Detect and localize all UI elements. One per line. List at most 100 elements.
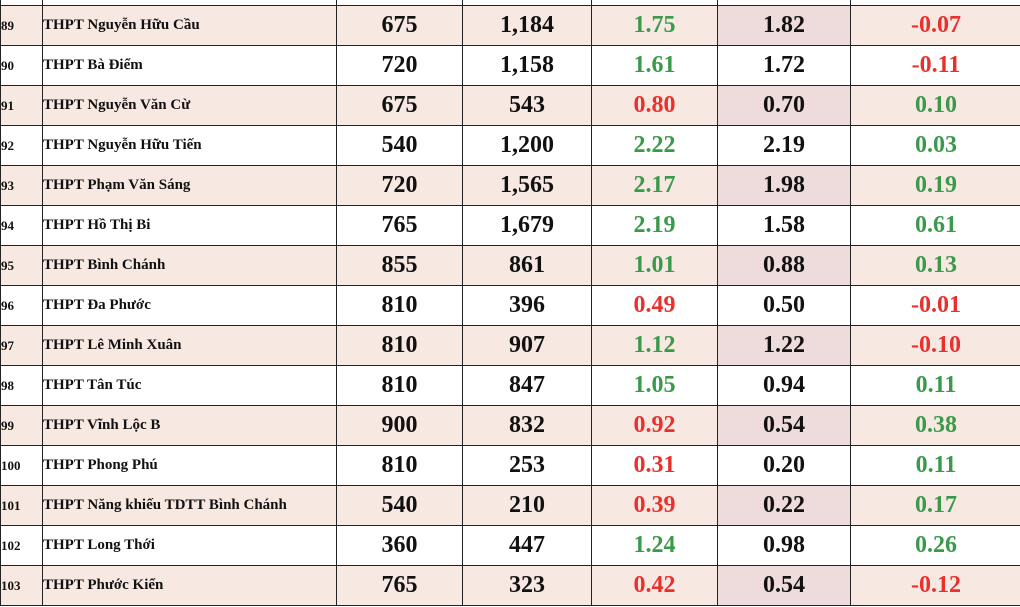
ratio-current-cell: 1.05: [591, 365, 718, 406]
ratio-previous-cell: 0.98: [717, 525, 851, 566]
quota-cell: 855: [336, 245, 463, 286]
row-number-cell: 101: [0, 485, 43, 526]
ratio-previous-cell: 1.98: [717, 165, 851, 206]
ratio-previous-cell: 0.54: [717, 565, 851, 606]
table-row: 90 THPT Bà Điểm 720 1,158 1.61 1.72 -0.11: [0, 45, 1020, 86]
ratio-difference-cell: 0.17: [850, 485, 1020, 526]
table-row: 102 THPT Long Thới 360 447 1.24 0.98 0.26: [0, 525, 1020, 566]
ratio-difference-cell: 0.11: [850, 365, 1020, 406]
ratio-previous-cell: 0.88: [717, 245, 851, 286]
ratio-previous-cell: 0.94: [717, 365, 851, 406]
row-number-cell: 102: [0, 525, 43, 566]
ratio-difference-cell: -0.01: [850, 285, 1020, 326]
ratio-difference-cell: 0.61: [850, 205, 1020, 246]
ratio-difference-cell: 0.03: [850, 125, 1020, 166]
quota-cell: 720: [336, 165, 463, 206]
ratio-current-cell: 1.75: [591, 5, 718, 46]
school-name-cell: THPT Lê Minh Xuân: [42, 325, 337, 366]
registered-cell: 832: [462, 405, 592, 446]
ratio-current-cell: 2.17: [591, 165, 718, 206]
row-number-cell: 100: [0, 445, 43, 486]
ratio-difference-cell: 0.38: [850, 405, 1020, 446]
row-number-cell: 103: [0, 565, 43, 606]
quota-cell: 900: [336, 405, 463, 446]
table-row: 96 THPT Đa Phước 810 396 0.49 0.50 -0.01: [0, 285, 1020, 326]
school-name-cell: THPT Nguyễn Hữu Tiến: [42, 125, 337, 166]
ratio-current-cell: 0.42: [591, 565, 718, 606]
ratio-difference-cell: 0.10: [850, 85, 1020, 126]
ratio-difference-cell: 0.19: [850, 165, 1020, 206]
ratio-previous-cell: 1.72: [717, 45, 851, 86]
school-name-cell: THPT Phong Phú: [42, 445, 337, 486]
ratio-current-cell: 0.80: [591, 85, 718, 126]
school-name-cell: THPT Hồ Thị Bi: [42, 205, 337, 246]
ratio-previous-cell: 0.54: [717, 405, 851, 446]
quota-cell: 810: [336, 285, 463, 326]
table-row: 94 THPT Hồ Thị Bi 765 1,679 2.19 1.58 0.61: [0, 205, 1020, 246]
ratio-current-cell: 1.61: [591, 45, 718, 86]
school-name-cell: THPT Nguyễn Văn Cừ: [42, 85, 337, 126]
table-row: 93 THPT Phạm Văn Sáng 720 1,565 2.17 1.98 0.19: [0, 165, 1020, 206]
quota-cell: 540: [336, 125, 463, 166]
quota-cell: 765: [336, 205, 463, 246]
ratio-previous-cell: 1.22: [717, 325, 851, 366]
ratio-previous-cell: 0.70: [717, 85, 851, 126]
quota-cell: 810: [336, 365, 463, 406]
registered-cell: 1,679: [462, 205, 592, 246]
ratio-current-cell: 0.49: [591, 285, 718, 326]
ratio-current-cell: 0.39: [591, 485, 718, 526]
ratio-previous-cell: 0.20: [717, 445, 851, 486]
registered-cell: 907: [462, 325, 592, 366]
school-name-cell: THPT Tân Túc: [42, 365, 337, 406]
row-number-cell: 90: [0, 45, 43, 86]
ratio-current-cell: 2.19: [591, 205, 718, 246]
table-row: 103 THPT Phước Kiển 765 323 0.42 0.54 -0.12: [0, 565, 1020, 606]
quota-cell: 720: [336, 45, 463, 86]
ratio-previous-cell: 0.22: [717, 485, 851, 526]
row-number-cell: 94: [0, 205, 43, 246]
school-name-cell: THPT Phạm Văn Sáng: [42, 165, 337, 206]
quota-cell: 675: [336, 85, 463, 126]
school-name-cell: THPT Bình Chánh: [42, 245, 337, 286]
row-number-cell: 96: [0, 285, 43, 326]
row-number-cell: 97: [0, 325, 43, 366]
ratio-current-cell: 1.24: [591, 525, 718, 566]
table-row: 95 THPT Bình Chánh 855 861 1.01 0.88 0.13: [0, 245, 1020, 286]
quota-cell: 540: [336, 485, 463, 526]
ratio-difference-cell: -0.11: [850, 45, 1020, 86]
quota-cell: 765: [336, 565, 463, 606]
ratio-previous-cell: 2.19: [717, 125, 851, 166]
ratio-difference-cell: 0.26: [850, 525, 1020, 566]
school-name-cell: THPT Năng khiếu TDTT Bình Chánh: [42, 485, 337, 526]
registered-cell: 1,200: [462, 125, 592, 166]
quota-cell: 810: [336, 445, 463, 486]
quota-cell: 810: [336, 325, 463, 366]
row-number-cell: 89: [0, 5, 43, 46]
school-name-cell: THPT Bà Điểm: [42, 45, 337, 86]
quota-cell: 360: [336, 525, 463, 566]
ratio-previous-cell: 0.50: [717, 285, 851, 326]
school-name-cell: THPT Vĩnh Lộc B: [42, 405, 337, 446]
school-name-cell: THPT Nguyễn Hữu Cầu: [42, 5, 337, 46]
registered-cell: 210: [462, 485, 592, 526]
row-number-cell: 98: [0, 365, 43, 406]
school-name-cell: THPT Long Thới: [42, 525, 337, 566]
table-row: 91 THPT Nguyễn Văn Cừ 675 543 0.80 0.70 0.10: [0, 85, 1020, 126]
ratio-difference-cell: 0.11: [850, 445, 1020, 486]
row-number-cell: 99: [0, 405, 43, 446]
school-name-cell: THPT Đa Phước: [42, 285, 337, 326]
row-number-cell: 93: [0, 165, 43, 206]
row-number-cell: 91: [0, 85, 43, 126]
table-row: 92 THPT Nguyễn Hữu Tiến 540 1,200 2.22 2.19 0.…: [0, 125, 1020, 166]
registered-cell: 543: [462, 85, 592, 126]
registered-cell: 1,158: [462, 45, 592, 86]
ratio-previous-cell: 1.58: [717, 205, 851, 246]
ratio-difference-cell: -0.12: [850, 565, 1020, 606]
ratio-current-cell: 2.22: [591, 125, 718, 166]
ratio-difference-cell: 0.13: [850, 245, 1020, 286]
registered-cell: 1,184: [462, 5, 592, 46]
ratio-current-cell: 0.92: [591, 405, 718, 446]
registered-cell: 447: [462, 525, 592, 566]
